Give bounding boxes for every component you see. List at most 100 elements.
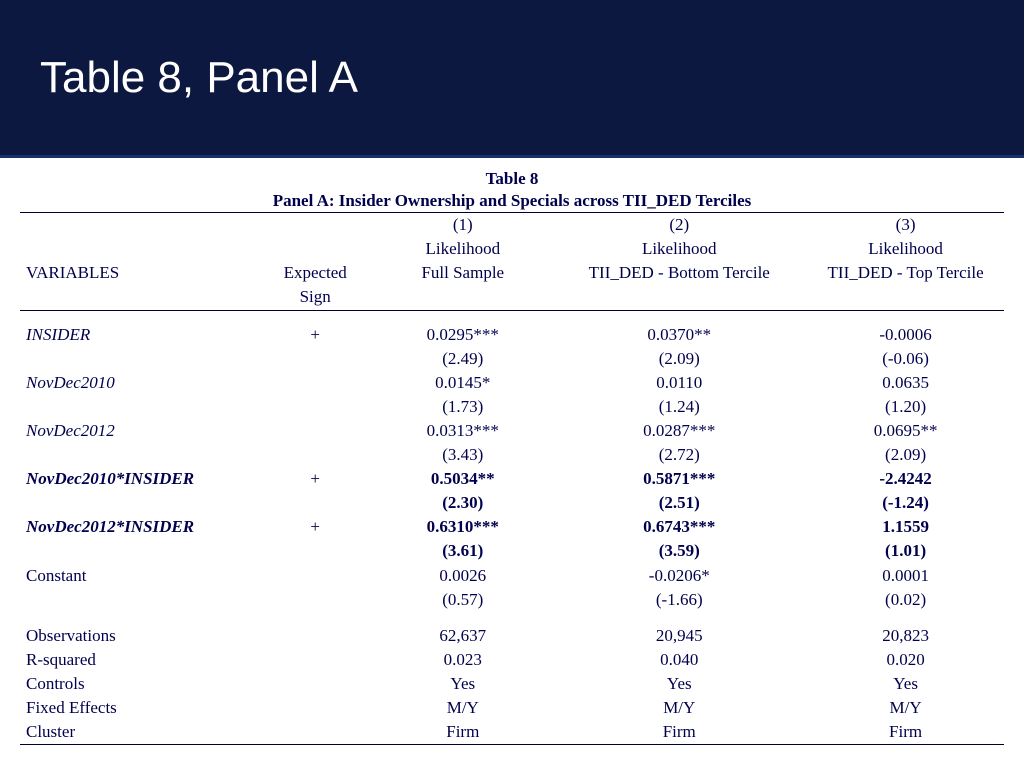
coef-c3: 0.0695** bbox=[807, 419, 1004, 443]
coef-c3: -0.0006 bbox=[807, 323, 1004, 347]
table-row-tstat: (2.49)(2.09)(-0.06) bbox=[20, 347, 1004, 371]
table-row: NovDec2010*INSIDER+0.5034**0.5871***-2.4… bbox=[20, 467, 1004, 491]
col1-l1: Likelihood bbox=[374, 237, 551, 261]
footer-c1: Firm bbox=[374, 720, 551, 745]
tstat-c2: (-1.66) bbox=[551, 588, 807, 612]
tstat-c3: (-0.06) bbox=[807, 347, 1004, 371]
tstat-c3: (-1.24) bbox=[807, 491, 1004, 515]
expected-sign bbox=[256, 371, 374, 395]
coef-c3: 0.0635 bbox=[807, 371, 1004, 395]
table-container: Table 8 Panel A: Insider Ownership and S… bbox=[0, 158, 1024, 745]
tstat-c1: (1.73) bbox=[374, 395, 551, 419]
coef-c2: 0.0287*** bbox=[551, 419, 807, 443]
table-footer-row: Observations62,63720,94520,823 bbox=[20, 624, 1004, 648]
coef-c1: 0.0295*** bbox=[374, 323, 551, 347]
table-footer-row: ControlsYesYesYes bbox=[20, 672, 1004, 696]
footer-c3: 20,823 bbox=[807, 624, 1004, 648]
coef-c1: 0.0313*** bbox=[374, 419, 551, 443]
table-title-line1: Table 8 bbox=[486, 169, 539, 188]
tstat-c2: (2.09) bbox=[551, 347, 807, 371]
var-name: NovDec2012 bbox=[20, 419, 256, 443]
footer-c3: M/Y bbox=[807, 696, 1004, 720]
table-row-tstat: (0.57)(-1.66)(0.02) bbox=[20, 588, 1004, 612]
coef-c3: 0.0001 bbox=[807, 564, 1004, 588]
footer-label: Fixed Effects bbox=[20, 696, 256, 720]
table-row-tstat: (1.73)(1.24)(1.20) bbox=[20, 395, 1004, 419]
expected-sign: + bbox=[256, 515, 374, 539]
expected-sign: + bbox=[256, 323, 374, 347]
col3-l2: TII_DED - Top Tercile bbox=[807, 261, 1004, 285]
tstat-c3: (2.09) bbox=[807, 443, 1004, 467]
var-name: NovDec2010 bbox=[20, 371, 256, 395]
footer-c2: 0.040 bbox=[551, 648, 807, 672]
table-row: INSIDER+0.0295***0.0370**-0.0006 bbox=[20, 323, 1004, 347]
tstat-c1: (3.43) bbox=[374, 443, 551, 467]
var-name: NovDec2010*INSIDER bbox=[20, 467, 256, 491]
footer-c3: Yes bbox=[807, 672, 1004, 696]
table-row: Constant 0.0026-0.0206*0.0001 bbox=[20, 564, 1004, 588]
coef-c2: 0.6743*** bbox=[551, 515, 807, 539]
tstat-c2: (1.24) bbox=[551, 395, 807, 419]
expected-sign bbox=[256, 419, 374, 443]
sign-header-top: Expected bbox=[256, 261, 374, 285]
coef-c2: 0.5871*** bbox=[551, 467, 807, 491]
footer-c3: Firm bbox=[807, 720, 1004, 745]
var-name: INSIDER bbox=[20, 323, 256, 347]
col2-l1: Likelihood bbox=[551, 237, 807, 261]
footer-label: R-squared bbox=[20, 648, 256, 672]
footer-c2: M/Y bbox=[551, 696, 807, 720]
var-header: VARIABLES bbox=[20, 261, 256, 285]
footer-c1: M/Y bbox=[374, 696, 551, 720]
coef-c1: 0.0026 bbox=[374, 564, 551, 588]
footer-c2: Yes bbox=[551, 672, 807, 696]
table-row-tstat: (2.30)(2.51)(-1.24) bbox=[20, 491, 1004, 515]
tstat-c3: (0.02) bbox=[807, 588, 1004, 612]
table-head: (1) (2) (3) Likelihood Likelihood Likeli… bbox=[20, 213, 1004, 310]
footer-c2: 20,945 bbox=[551, 624, 807, 648]
footer-c1: Yes bbox=[374, 672, 551, 696]
tstat-c2: (2.51) bbox=[551, 491, 807, 515]
table-footer-row: Fixed EffectsM/YM/YM/Y bbox=[20, 696, 1004, 720]
col3-num: (3) bbox=[807, 213, 1004, 238]
tstat-c2: (2.72) bbox=[551, 443, 807, 467]
coef-c1: 0.6310*** bbox=[374, 515, 551, 539]
col1-num: (1) bbox=[374, 213, 551, 238]
tstat-c1: (2.49) bbox=[374, 347, 551, 371]
coef-c3: 1.1559 bbox=[807, 515, 1004, 539]
tstat-c2: (3.59) bbox=[551, 539, 807, 563]
var-name: NovDec2012*INSIDER bbox=[20, 515, 256, 539]
table-row: NovDec2010 0.0145*0.01100.0635 bbox=[20, 371, 1004, 395]
coef-c2: -0.0206* bbox=[551, 564, 807, 588]
expected-sign bbox=[256, 564, 374, 588]
footer-label: Observations bbox=[20, 624, 256, 648]
table-footer-row: R-squared 0.0230.0400.020 bbox=[20, 648, 1004, 672]
table-row-tstat: (3.61)(3.59)(1.01) bbox=[20, 539, 1004, 563]
tstat-c1: (3.61) bbox=[374, 539, 551, 563]
tstat-c3: (1.20) bbox=[807, 395, 1004, 419]
coef-c3: -2.4242 bbox=[807, 467, 1004, 491]
table-row-tstat: (3.43)(2.72)(2.09) bbox=[20, 443, 1004, 467]
table-footer-row: ClusterFirmFirmFirm bbox=[20, 720, 1004, 745]
slide-title: Table 8, Panel A bbox=[40, 53, 358, 103]
coef-c1: 0.5034** bbox=[374, 467, 551, 491]
sign-header-bot: Sign bbox=[256, 285, 374, 310]
col3-l1: Likelihood bbox=[807, 237, 1004, 261]
footer-label: Controls bbox=[20, 672, 256, 696]
slide-header: Table 8, Panel A bbox=[0, 0, 1024, 158]
tstat-c1: (0.57) bbox=[374, 588, 551, 612]
table-row: NovDec2012 0.0313***0.0287***0.0695** bbox=[20, 419, 1004, 443]
col1-l2: Full Sample bbox=[374, 261, 551, 285]
coef-c1: 0.0145* bbox=[374, 371, 551, 395]
tstat-c1: (2.30) bbox=[374, 491, 551, 515]
tstat-c3: (1.01) bbox=[807, 539, 1004, 563]
regression-table: (1) (2) (3) Likelihood Likelihood Likeli… bbox=[20, 212, 1004, 745]
footer-c1: 0.023 bbox=[374, 648, 551, 672]
table-title: Table 8 Panel A: Insider Ownership and S… bbox=[20, 168, 1004, 212]
footer-c3: 0.020 bbox=[807, 648, 1004, 672]
col2-num: (2) bbox=[551, 213, 807, 238]
footer-label: Cluster bbox=[20, 720, 256, 745]
table-title-line2: Panel A: Insider Ownership and Specials … bbox=[273, 191, 752, 210]
var-name: Constant bbox=[20, 564, 256, 588]
coef-c2: 0.0110 bbox=[551, 371, 807, 395]
table-body: INSIDER+0.0295***0.0370**-0.0006(2.49)(2… bbox=[20, 310, 1004, 745]
